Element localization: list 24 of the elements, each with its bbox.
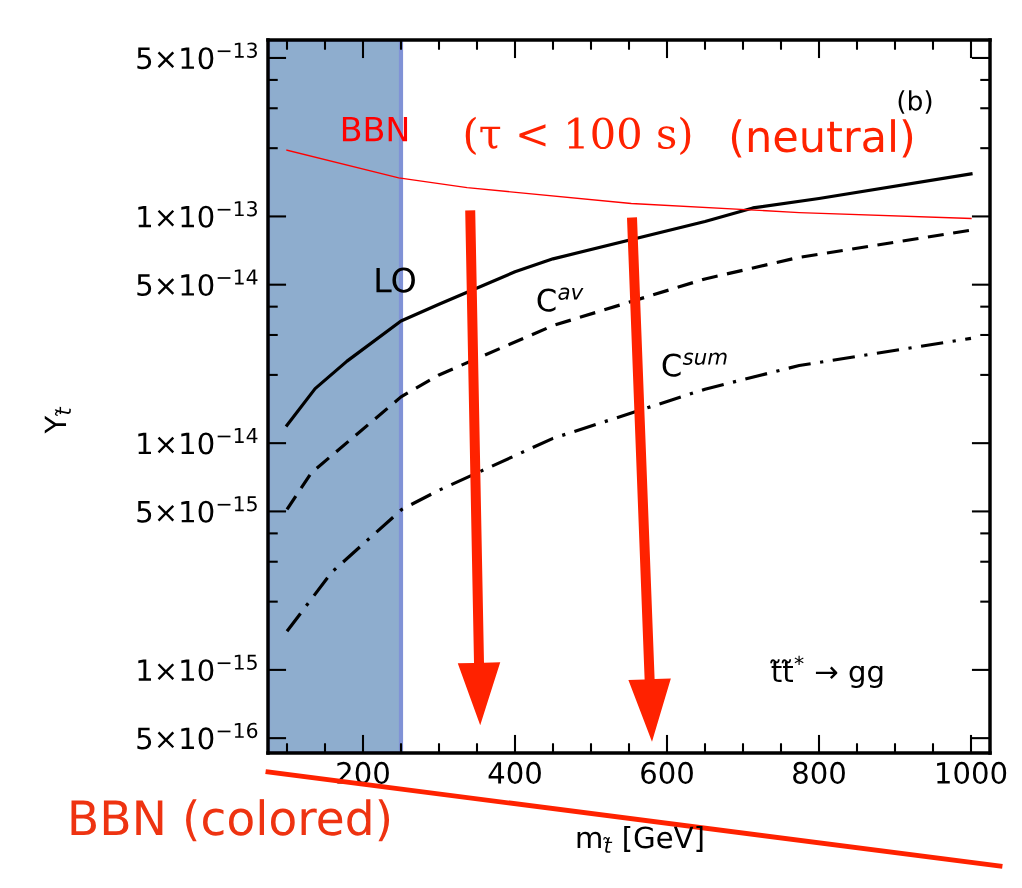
text: BBN (colored) — [71, 799, 390, 842]
x-tick-label: 1000 — [937, 761, 1007, 784]
y-tick-label: 1×10$^{−13}$ — [138, 200, 257, 228]
y-axis-title: Y$_{t̃}$ — [44, 406, 71, 434]
annotation: (neutral) — [731, 119, 913, 158]
series-label: LO — [376, 267, 415, 293]
y-tick-label: 5×10$^{−14}$ — [137, 269, 258, 296]
series-label: C$^{av}$ — [537, 287, 584, 312]
x-axis-title: m$_{t̃}$ [GeV] — [577, 825, 703, 853]
y-tick-label: 5×10$^{−13}$ — [137, 42, 257, 70]
series-label: BBN — [342, 116, 408, 142]
y-tick-label: 5×10$^{−16}$ — [137, 722, 258, 750]
x-tick-label: 800 — [793, 761, 845, 784]
annotation: t̃t̃$^{*}$ → gg — [770, 655, 883, 689]
annotation: (b) — [898, 90, 932, 114]
line-series — [285, 172, 973, 427]
series-label: C$^{sum}$ — [662, 352, 727, 377]
y-tick-label: 5×10$^{−15}$ — [137, 496, 257, 523]
y-tick-label: 1×10$^{−15}$ — [138, 654, 257, 682]
y-tick-label: 1×10$^{−14}$ — [138, 427, 258, 455]
x-tick-label: 600 — [641, 761, 693, 784]
x-tick-label: 400 — [488, 761, 541, 784]
line-series — [285, 336, 973, 633]
annotation: (τ < 100 s) — [465, 116, 691, 155]
